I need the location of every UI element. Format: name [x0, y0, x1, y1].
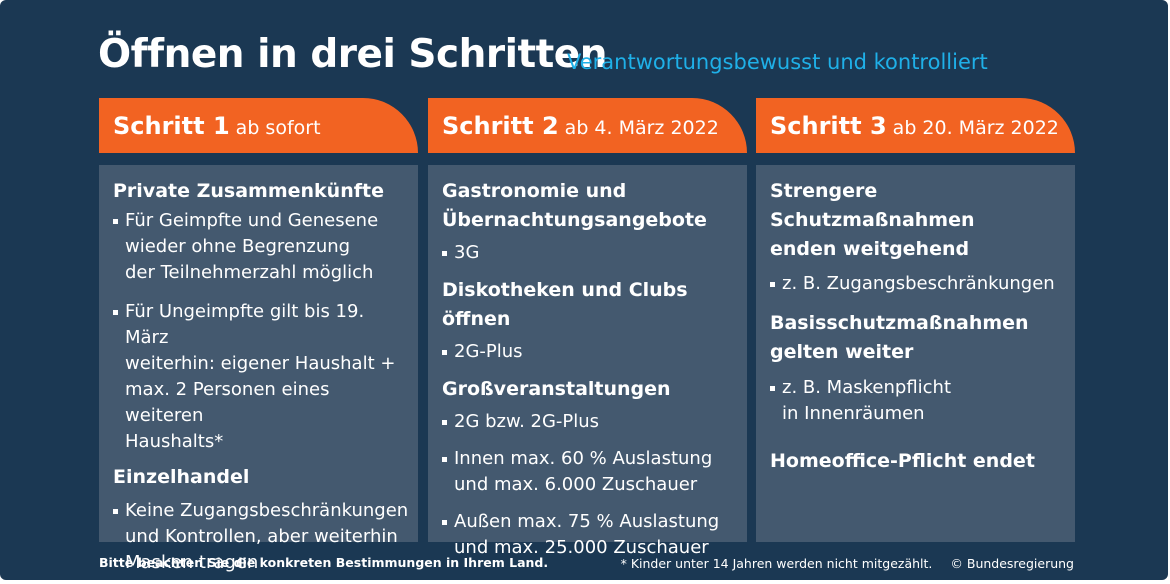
- step-panel: Gastronomie und Übernachtungsangebote 3G…: [428, 165, 747, 558]
- list-item: 2G bzw. 2G-Plus: [442, 409, 739, 435]
- step-tab: Schritt 2 ab 4. März 2022: [428, 98, 747, 153]
- step-tab: Schritt 1 ab sofort: [99, 98, 418, 153]
- step-date: ab sofort: [235, 117, 321, 139]
- step-date: ab 20. März 2022: [892, 117, 1059, 139]
- list-item: Innen max. 60 % Auslastung und max. 6.00…: [442, 446, 739, 498]
- footer-note: Bitte beachten Sie die konkreten Bestimm…: [99, 555, 549, 570]
- list-item: Für Ungeimpfte gilt bis 19. März weiterh…: [113, 299, 410, 455]
- section-heading: Gastronomie und Übernachtungsangebote: [442, 180, 707, 231]
- section-heading: Großveranstaltungen: [442, 378, 671, 400]
- step-label: Schritt 1: [113, 112, 230, 140]
- section-heading: Einzelhandel: [113, 466, 250, 488]
- section-heading: Strengere Schutzmaßnahmen enden weitgehe…: [770, 180, 975, 260]
- step-label: Schritt 3: [770, 112, 887, 140]
- section-heading: Homeoffice-Pflicht endet: [770, 450, 1035, 472]
- list-item: Keine Zugangsbeschränkungen und Kontroll…: [113, 498, 410, 576]
- section-heading: Diskotheken und Clubs öffnen: [442, 279, 688, 330]
- step-date: ab 4. März 2022: [564, 117, 719, 139]
- copyright: © Bundesregierung: [950, 556, 1074, 571]
- section-heading: Private Zusammenkünfte: [113, 180, 384, 202]
- page-subtitle: Verantwortungsbewusst und kontrolliert: [567, 50, 988, 74]
- list-item: 2G-Plus: [442, 339, 739, 365]
- step-tab: Schritt 3 ab 20. März 2022: [756, 98, 1075, 153]
- list-item: z. B. Zugangsbeschränkungen: [770, 271, 1067, 297]
- footnote: * Kinder unter 14 Jahren werden nicht mi…: [620, 556, 933, 571]
- page-title: Öffnen in drei Schritten: [98, 32, 607, 77]
- list-item: z. B. Maskenpflicht in Innenräumen: [770, 375, 1067, 427]
- step-panel: Private Zusammenkünfte Für Geimpfte und …: [99, 165, 418, 573]
- list-item: 3G: [442, 240, 739, 266]
- list-item: Außen max. 75 % Auslastung und max. 25.0…: [442, 509, 739, 561]
- step-panel: Strengere Schutzmaßnahmen enden weitgehe…: [756, 165, 1075, 542]
- footer-right: * Kinder unter 14 Jahren werden nicht mi…: [621, 556, 1074, 571]
- step-column-3: Schritt 3 ab 20. März 2022 Strengere Schu…: [756, 98, 1075, 542]
- step-column-1: Schritt 1 ab sofort Private Zusammenkünft…: [99, 98, 418, 573]
- list-item: Für Geimpfte und Genesene wieder ohne Be…: [113, 208, 410, 286]
- section-heading: Basisschutzmaßnahmen gelten weiter: [770, 312, 1029, 363]
- step-column-2: Schritt 2 ab 4. März 2022 Gastronomie und…: [428, 98, 747, 558]
- step-label: Schritt 2: [442, 112, 559, 140]
